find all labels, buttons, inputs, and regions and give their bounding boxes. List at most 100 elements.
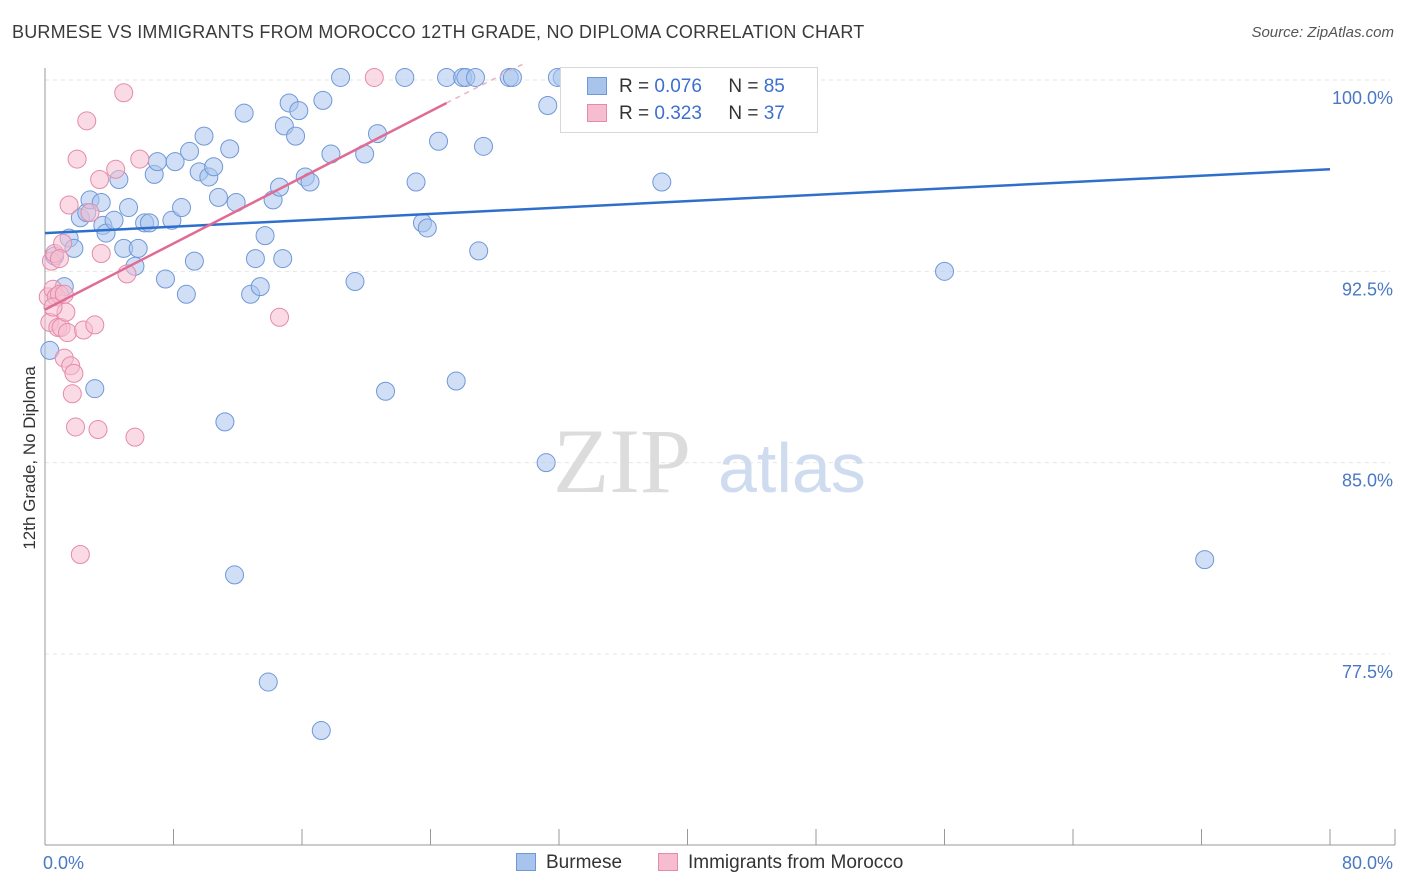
burmese-point bbox=[172, 198, 192, 218]
burmese-point bbox=[502, 67, 522, 87]
morocco-point bbox=[53, 233, 73, 253]
y-tick-label: 85.0% bbox=[1342, 471, 1393, 491]
burmese-point bbox=[165, 152, 185, 172]
morocco-point bbox=[114, 83, 134, 103]
burmese-point bbox=[406, 172, 426, 192]
grid-lines bbox=[45, 79, 1390, 655]
burmese-point bbox=[652, 172, 672, 192]
morocco-point bbox=[125, 427, 145, 447]
chart-title: BURMESE VS IMMIGRANTS FROM MOROCCO 12TH … bbox=[12, 22, 865, 42]
burmese-point bbox=[289, 101, 309, 121]
legend-n-label: N = bbox=[728, 76, 759, 97]
series-label-burmese: Burmese bbox=[546, 852, 623, 873]
x-tick-label: 0.0% bbox=[43, 853, 84, 873]
morocco-point bbox=[62, 384, 82, 404]
burmese-point bbox=[180, 141, 200, 161]
morocco-point bbox=[70, 545, 90, 565]
burmese-point bbox=[220, 139, 240, 159]
trend-lines bbox=[44, 61, 1331, 311]
y-tick-label: 100.0% bbox=[1332, 88, 1393, 108]
series-label-morocco: Immigrants from Morocco bbox=[688, 852, 904, 873]
morocco-points bbox=[38, 67, 384, 565]
y-axis-label: 12th Grade, No Diploma bbox=[20, 366, 39, 550]
morocco-point bbox=[67, 149, 87, 169]
burmese-point bbox=[311, 721, 331, 741]
morocco-point bbox=[90, 169, 110, 189]
legend-r-value: 0.323 bbox=[654, 103, 702, 124]
y-tick-label: 77.5% bbox=[1342, 662, 1393, 682]
burmese-point bbox=[184, 251, 204, 271]
burmese-point bbox=[128, 238, 148, 258]
morocco-point bbox=[106, 159, 126, 179]
y-tick-label: 92.5% bbox=[1342, 279, 1393, 299]
legend-swatch-burmese bbox=[587, 77, 607, 95]
y-tick-labels: 77.5% 85.0% 92.5% 100.0% bbox=[1332, 88, 1393, 682]
correlation-legend: R = 0.076 N = 85 R = 0.323 N = 37 bbox=[560, 67, 818, 133]
burmese-point bbox=[245, 249, 265, 269]
x-tick-label: 80.0% bbox=[1342, 853, 1393, 873]
burmese-point bbox=[935, 261, 954, 281]
burmese-point bbox=[1195, 550, 1215, 570]
burmese-point bbox=[474, 136, 494, 156]
burmese-point bbox=[395, 67, 415, 87]
burmese-point bbox=[345, 272, 365, 292]
burmese-point bbox=[85, 379, 105, 399]
burmese-point bbox=[536, 453, 556, 473]
burmese-point bbox=[234, 103, 254, 123]
morocco-point bbox=[59, 195, 79, 215]
series-legend-morocco: Immigrants from Morocco bbox=[658, 852, 903, 874]
burmese-point bbox=[155, 269, 175, 289]
source-credit: Source: ZipAtlas.com bbox=[1251, 24, 1394, 41]
burmese-point bbox=[273, 249, 293, 269]
burmese-point bbox=[176, 284, 196, 304]
morocco-point bbox=[130, 149, 150, 169]
legend-n-value: 37 bbox=[763, 103, 785, 124]
burmese-point bbox=[204, 157, 224, 177]
burmese-point bbox=[465, 67, 485, 87]
morocco-point bbox=[91, 243, 111, 263]
burmese-point bbox=[258, 672, 278, 692]
burmese-point bbox=[194, 126, 214, 146]
series-swatch-burmese bbox=[516, 853, 536, 871]
burmese-point bbox=[208, 187, 228, 207]
burmese-point bbox=[469, 241, 489, 261]
legend-swatch-morocco bbox=[587, 104, 607, 122]
morocco-point bbox=[77, 111, 97, 131]
burmese-point bbox=[538, 96, 558, 116]
legend-n-label: N = bbox=[728, 103, 759, 124]
morocco-point bbox=[66, 417, 86, 437]
burmese-point bbox=[119, 198, 139, 218]
morocco-point bbox=[80, 203, 100, 223]
x-tick-labels: 0.0% 80.0% bbox=[43, 853, 1393, 873]
legend-n-value: 85 bbox=[763, 76, 785, 97]
series-legend-burmese: Burmese bbox=[516, 852, 622, 874]
legend-r-value: 0.076 bbox=[654, 76, 702, 97]
morocco-point bbox=[57, 323, 77, 343]
burmese-trend-line bbox=[44, 168, 1331, 235]
morocco-point bbox=[270, 307, 290, 327]
burmese-point bbox=[104, 210, 124, 230]
legend-r-label: R = bbox=[619, 103, 650, 124]
series-swatch-morocco bbox=[658, 853, 678, 871]
burmese-point bbox=[250, 277, 270, 297]
watermark-atlas: atlas bbox=[718, 429, 866, 507]
burmese-point bbox=[147, 152, 167, 172]
burmese-point bbox=[437, 67, 457, 87]
burmese-point bbox=[429, 131, 449, 151]
burmese-point bbox=[162, 210, 182, 230]
axes bbox=[44, 68, 1396, 846]
morocco-point bbox=[88, 420, 108, 440]
burmese-point bbox=[225, 565, 245, 585]
burmese-point bbox=[255, 226, 275, 246]
burmese-point bbox=[417, 218, 437, 238]
burmese-point bbox=[215, 412, 235, 432]
watermark-zip: ZIP bbox=[553, 410, 691, 512]
burmese-point bbox=[446, 371, 466, 391]
burmese-points bbox=[40, 67, 1215, 741]
morocco-point bbox=[64, 363, 84, 383]
legend-r-label: R = bbox=[619, 76, 650, 97]
burmese-point bbox=[313, 90, 333, 110]
morocco-trend-line bbox=[44, 101, 448, 311]
burmese-point bbox=[286, 126, 306, 146]
